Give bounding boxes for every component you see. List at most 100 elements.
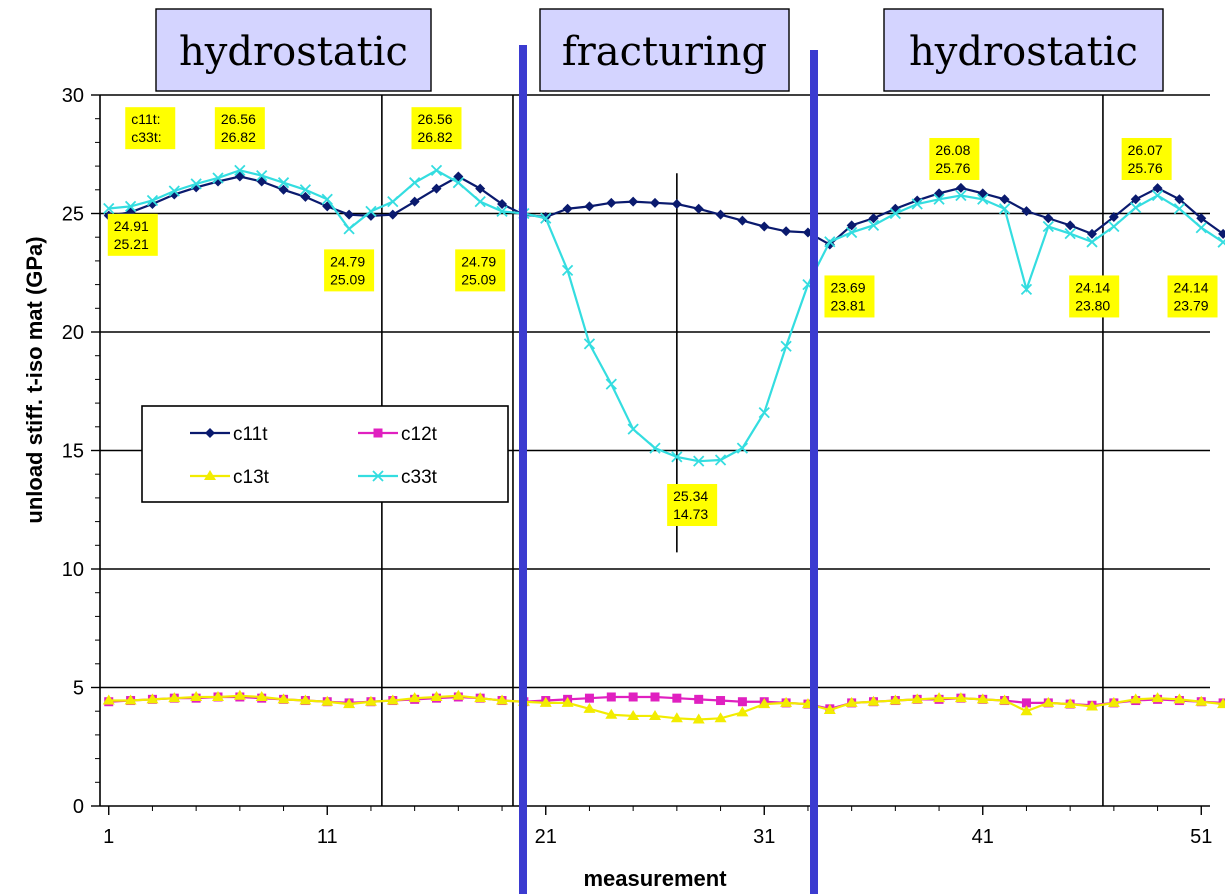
annotation-text: c11t:	[131, 111, 160, 127]
data-point	[408, 692, 421, 703]
data-point	[540, 212, 552, 224]
y-axis-title: unload stiff. t-iso mat (GPa)	[22, 236, 47, 523]
data-point	[649, 442, 661, 454]
annotation-text: 25.34	[673, 488, 708, 504]
annotation-text: 26.08	[935, 142, 970, 158]
annotation-text: 26.82	[417, 129, 452, 145]
legend-frame	[141, 405, 509, 503]
x-axis: 1 11 21 31 41 51	[100, 805, 1212, 848]
data-point	[205, 428, 215, 438]
series-c13t	[102, 689, 1225, 724]
data-point	[321, 695, 334, 706]
data-point	[1086, 236, 1098, 248]
series-line-c33t	[108, 169, 1224, 463]
data-point	[124, 694, 137, 705]
annotation-box: 23.69 23.81	[824, 275, 875, 318]
data-point	[1021, 206, 1032, 217]
data-point	[1020, 283, 1033, 295]
annotation-text: 26.56	[221, 111, 256, 127]
annotation-text: 24.79	[330, 253, 365, 269]
data-point	[627, 423, 639, 435]
data-point	[497, 199, 508, 210]
data-point	[343, 223, 355, 235]
data-point	[999, 194, 1010, 205]
annotation-text: 25.76	[1128, 160, 1163, 176]
data-point	[1042, 220, 1054, 233]
annotation-text: 24.14	[1174, 279, 1209, 295]
data-point	[867, 219, 880, 231]
data-point	[780, 696, 793, 707]
phase-label: fracturing	[562, 29, 767, 75]
annotation-text: 24.91	[114, 218, 149, 234]
y-tick-label: 25	[62, 204, 84, 226]
data-point	[344, 209, 355, 220]
data-point	[889, 207, 901, 220]
y-axis: 0 5 10 15 20 25 30	[62, 85, 101, 818]
data-point	[627, 709, 640, 720]
data-point	[649, 709, 661, 720]
data-point	[1064, 228, 1076, 240]
y-tick-label: 0	[73, 796, 84, 818]
x-tick-label: 21	[535, 826, 557, 848]
data-point	[372, 470, 384, 482]
data-point	[387, 196, 399, 208]
data-point	[277, 177, 290, 189]
data-point	[736, 706, 749, 717]
phase-label-box: hydrostatic	[883, 8, 1164, 92]
annotation-box: 24.79 25.09	[324, 249, 375, 292]
phase-label: hydrostatic	[179, 29, 408, 75]
data-point	[539, 696, 552, 707]
data-point	[1042, 696, 1055, 707]
phases-group: hydrostatic fracturing hydrostatic	[155, 8, 1164, 894]
data-point	[693, 203, 704, 214]
data-point	[1173, 693, 1186, 704]
annotation-text: 25.09	[461, 271, 496, 287]
data-point	[715, 209, 726, 220]
data-point	[692, 713, 705, 724]
data-point	[364, 695, 377, 706]
data-point	[146, 693, 159, 704]
annotation-bg	[929, 137, 980, 180]
x-tick-label: 41	[972, 826, 994, 848]
data-point	[1021, 698, 1031, 708]
data-point	[846, 226, 858, 239]
data-point	[781, 226, 792, 237]
data-point	[584, 693, 594, 703]
annotation-box: 26.07 25.76	[1121, 137, 1172, 180]
data-point	[628, 692, 638, 702]
phase-divider	[519, 45, 527, 894]
data-point	[1064, 698, 1077, 709]
data-point	[256, 169, 268, 182]
data-point	[736, 442, 749, 454]
data-point	[1195, 222, 1207, 234]
phase-label-box: fracturing	[539, 8, 790, 92]
data-point	[474, 196, 486, 208]
annotation-box: 24.14 23.79	[1167, 275, 1218, 318]
legend-label-c33t: c33t	[401, 467, 438, 488]
data-point	[1107, 696, 1120, 707]
series-group	[102, 164, 1225, 724]
data-point	[277, 693, 290, 704]
data-point	[1217, 698, 1225, 709]
data-point	[933, 193, 945, 205]
legend-label-c13t: c13t	[233, 467, 270, 488]
data-point	[976, 693, 989, 704]
data-point	[365, 205, 377, 218]
annotation-text: 25.09	[330, 271, 365, 287]
x-tick-label: 1	[103, 826, 114, 848]
data-point	[759, 221, 770, 232]
annotation-text: 25.76	[935, 160, 970, 176]
data-point	[824, 236, 836, 248]
phase-box	[155, 8, 432, 92]
data-point	[1108, 220, 1120, 233]
data-point	[190, 178, 202, 190]
data-point	[670, 712, 683, 723]
data-point	[562, 203, 573, 214]
data-point	[211, 690, 224, 701]
annotation-bg	[107, 213, 158, 256]
data-point	[737, 697, 747, 707]
data-point	[278, 184, 289, 195]
data-point	[737, 215, 748, 226]
annotation-box: 26.08 25.76	[929, 137, 980, 180]
annotation-box: 24.91 25.21	[107, 213, 158, 256]
